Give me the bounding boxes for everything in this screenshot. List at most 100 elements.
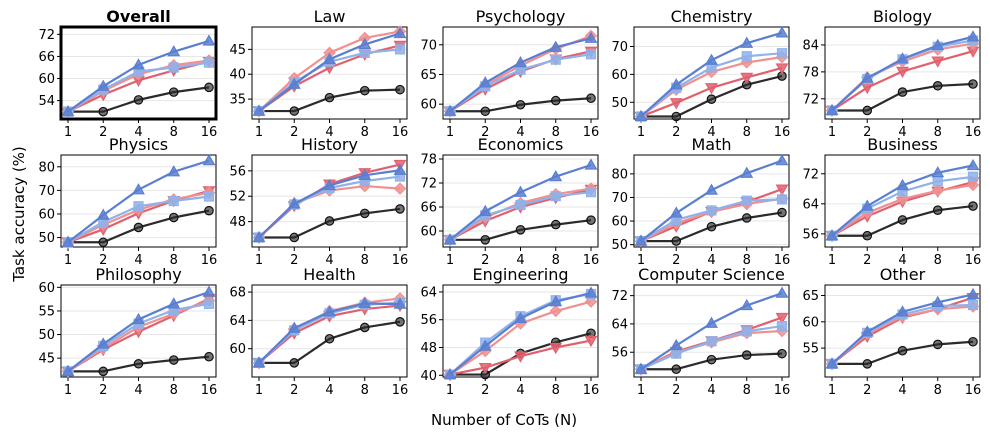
data-point [203, 57, 215, 68]
panel-chemistry: Chemistry 50 60 70 1 2 4 8 16 [611, 7, 790, 140]
x-tick-label: 8 [361, 125, 369, 140]
y-tick-label: 78 [802, 65, 819, 80]
series-black [445, 93, 596, 117]
y-tick-label: 65 [802, 289, 819, 304]
data-point [359, 322, 370, 333]
panel-title: Physics [109, 135, 168, 154]
data-point [740, 298, 754, 311]
data-point [132, 58, 145, 70]
data-point [324, 92, 335, 103]
data-point [705, 316, 718, 328]
x-tick-label: 1 [828, 253, 836, 268]
x-tick-label: 8 [552, 383, 560, 398]
series-black [254, 204, 405, 243]
data-point [862, 359, 873, 369]
y-tick-label: 72 [802, 167, 819, 182]
data-point [132, 183, 145, 195]
x-tick-label: 8 [743, 383, 751, 398]
data-point [862, 230, 873, 241]
data-point [897, 345, 908, 356]
y-axis-label: Task accuracy (%) [10, 146, 28, 283]
data-point [168, 87, 179, 97]
panel-title: Math [691, 135, 731, 154]
x-tick-label: 2 [290, 253, 298, 268]
y-tick-label: 52 [229, 190, 246, 205]
y-tick-label: 40 [420, 369, 437, 384]
data-point [966, 158, 980, 171]
data-point [669, 98, 683, 110]
data-point [634, 109, 648, 122]
data-point [359, 47, 370, 58]
data-point [323, 305, 336, 317]
y-tick-label: 60 [420, 225, 437, 240]
panel-law: Law 35 40 45 1 2 4 8 16 [229, 7, 408, 140]
data-point [860, 199, 874, 211]
data-point [289, 106, 300, 116]
data-point [705, 83, 718, 95]
data-point [133, 222, 144, 233]
y-tick-label: 48 [229, 215, 246, 230]
data-point [896, 305, 909, 317]
data-point [393, 26, 407, 39]
series-line [640, 197, 783, 243]
y-tick-label: 60 [420, 98, 437, 113]
x-tick-label: 8 [170, 125, 178, 140]
x-tick-label: 8 [552, 253, 560, 268]
y-tick-label: 66 [420, 201, 437, 216]
x-tick-label: 1 [828, 383, 836, 398]
x-tick-label: 16 [774, 383, 791, 398]
y-tick-label: 50 [611, 96, 628, 111]
series-light_blue [635, 48, 788, 122]
data-point [968, 201, 978, 211]
y-tick-label: 70 [420, 38, 437, 53]
data-point [966, 30, 980, 42]
y-tick-label: 70 [611, 40, 628, 55]
x-tick-label: 16 [774, 125, 791, 140]
series-dark_blue [443, 158, 598, 245]
data-point [634, 234, 648, 246]
series-light_red [634, 192, 789, 248]
data-point [669, 78, 683, 90]
data-point [394, 44, 406, 55]
series-dark_blue [443, 286, 598, 380]
data-point [98, 237, 109, 248]
x-tick-label: 8 [934, 125, 942, 140]
series-dark_blue [61, 34, 216, 117]
x-tick-label: 4 [516, 125, 524, 140]
series-dark_blue [252, 163, 407, 243]
data-point [860, 325, 874, 337]
data-point [514, 56, 527, 68]
y-tick-label: 72 [611, 289, 628, 304]
y-tick-label: 64 [229, 314, 246, 329]
data-point [586, 215, 596, 225]
data-point [167, 165, 181, 177]
x-tick-label: 16 [201, 383, 218, 398]
series-light_red [634, 324, 789, 376]
panel-math: Math 50 60 70 80 1 2 4 8 16 [611, 135, 790, 268]
data-point [586, 93, 596, 104]
data-point [706, 221, 717, 232]
data-point [897, 87, 908, 97]
data-point [931, 184, 944, 197]
x-tick-label: 8 [934, 383, 942, 398]
y-tick-label: 78 [420, 153, 437, 168]
x-tick-label: 1 [255, 383, 263, 398]
data-point [584, 335, 598, 348]
x-tick-label: 4 [898, 125, 906, 140]
y-tick-label: 65 [420, 68, 437, 83]
data-point [203, 191, 215, 202]
panel-title: Philosophy [95, 265, 181, 284]
y-tick-label: 60 [611, 68, 628, 83]
data-point [549, 342, 563, 355]
data-point [896, 178, 909, 191]
x-tick-label: 4 [325, 253, 333, 268]
x-tick-label: 4 [707, 383, 715, 398]
x-tick-label: 1 [64, 253, 72, 268]
data-point [671, 348, 682, 359]
data-point [359, 85, 370, 96]
panel-title: Health [303, 265, 356, 284]
data-point [741, 195, 752, 206]
data-point [478, 362, 492, 375]
x-tick-label: 1 [828, 125, 836, 140]
